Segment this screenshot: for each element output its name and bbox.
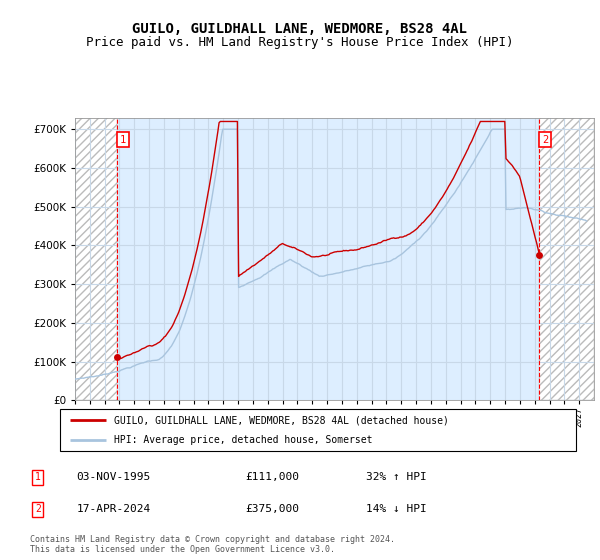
Bar [539, 118, 594, 400]
Text: GUILO, GUILDHALL LANE, WEDMORE, BS28 4AL: GUILO, GUILDHALL LANE, WEDMORE, BS28 4AL [133, 22, 467, 36]
Bar [75, 118, 117, 400]
Text: 1: 1 [35, 472, 41, 482]
Text: £111,000: £111,000 [245, 472, 299, 482]
FancyBboxPatch shape [60, 409, 576, 451]
Text: GUILO, GUILDHALL LANE, WEDMORE, BS28 4AL (detached house): GUILO, GUILDHALL LANE, WEDMORE, BS28 4AL… [114, 415, 449, 425]
Text: £375,000: £375,000 [245, 505, 299, 515]
Text: 2: 2 [542, 134, 548, 144]
Text: 32% ↑ HPI: 32% ↑ HPI [366, 472, 427, 482]
Text: HPI: Average price, detached house, Somerset: HPI: Average price, detached house, Some… [114, 435, 373, 445]
Text: 17-APR-2024: 17-APR-2024 [76, 505, 151, 515]
Text: Contains HM Land Registry data © Crown copyright and database right 2024.
This d: Contains HM Land Registry data © Crown c… [30, 535, 395, 554]
Text: 2: 2 [35, 505, 41, 515]
Text: Price paid vs. HM Land Registry's House Price Index (HPI): Price paid vs. HM Land Registry's House … [86, 36, 514, 49]
Text: 14% ↓ HPI: 14% ↓ HPI [366, 505, 427, 515]
Text: 1: 1 [120, 134, 127, 144]
Text: 03-NOV-1995: 03-NOV-1995 [76, 472, 151, 482]
